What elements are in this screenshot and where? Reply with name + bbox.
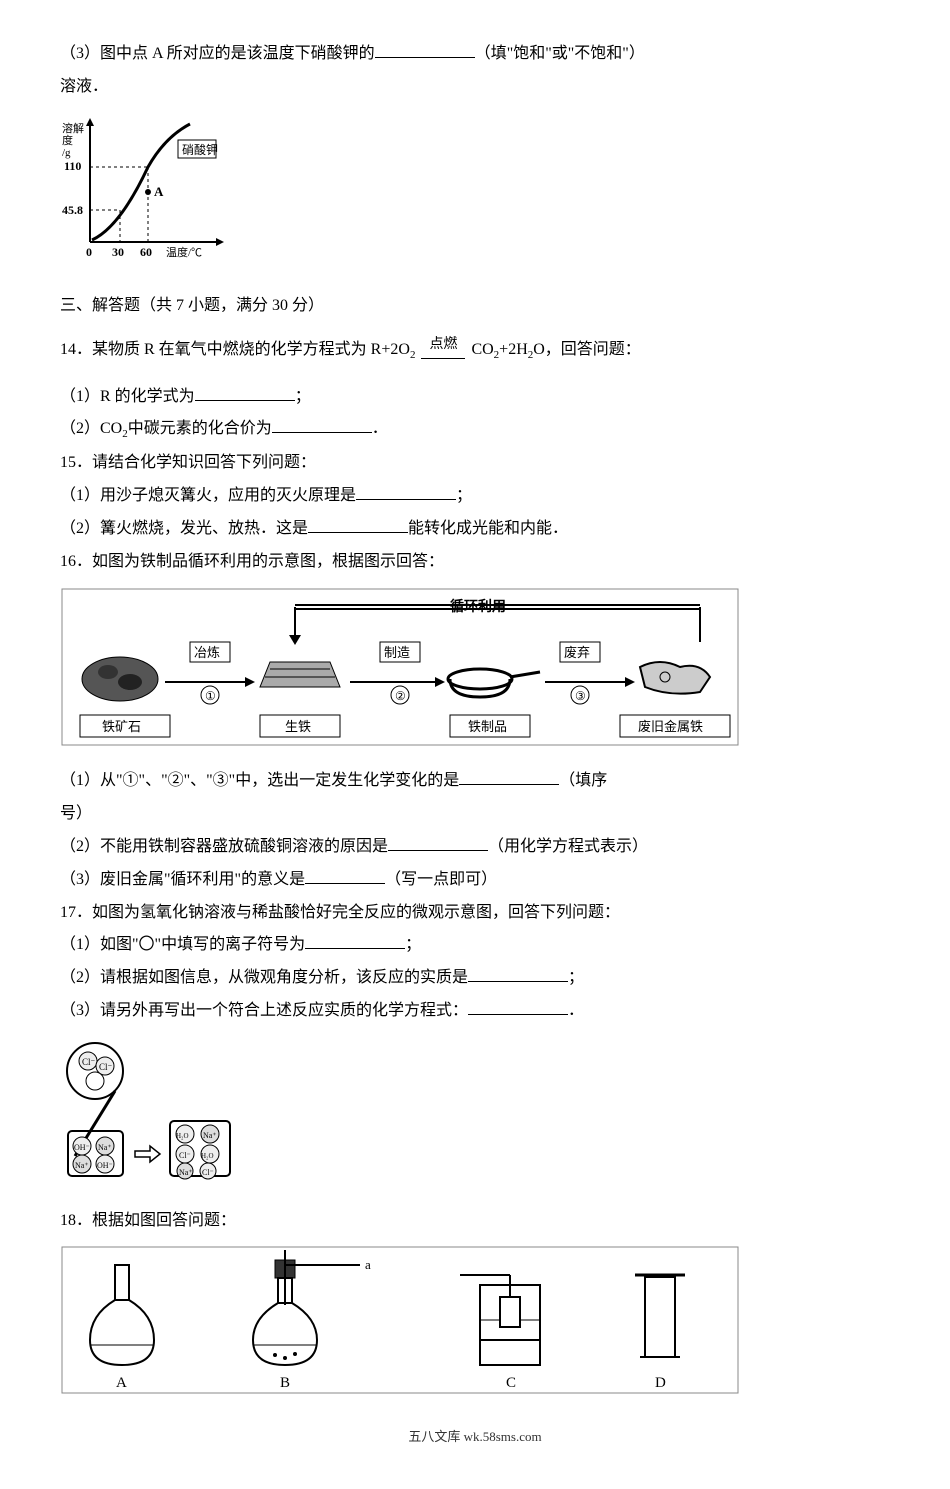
graph-svg: 溶解 度 /g 110 45.8 0 30 60 温度/℃ 硝酸钾 A — [60, 112, 240, 272]
y-axis-label: 溶解 — [62, 121, 84, 135]
q16-blank2[interactable] — [388, 833, 488, 851]
q16-sub1: （1）从"①"、"②"、"③"中，选出一定发生化学变化的是（填序 — [60, 767, 890, 796]
ignite-label: 点燃 — [421, 332, 465, 358]
svg-text:OH⁻: OH⁻ — [74, 1143, 90, 1152]
q16-blank1[interactable] — [459, 767, 559, 785]
box4-label: 废旧金属铁 — [638, 719, 703, 734]
label-b: B — [280, 1375, 290, 1391]
svg-text:Cl⁻: Cl⁻ — [99, 1062, 113, 1072]
q3-text3: 溶液． — [60, 78, 108, 95]
q15-sub2: （2）篝火燃烧，发光、放热．这是能转化成光能和内能． — [60, 515, 890, 544]
q17-blank1[interactable] — [305, 931, 405, 949]
pig-iron-image — [260, 662, 340, 687]
scrap-iron-image — [640, 662, 710, 694]
x-tick-60: 60 — [140, 245, 152, 259]
q17-blank2[interactable] — [468, 964, 568, 982]
apparatus-d — [635, 1275, 685, 1357]
q15-sub1: （1）用沙子熄灭篝火，应用的灭火原理是； — [60, 482, 890, 511]
x-tick-0: 0 — [86, 245, 92, 259]
apparatus-b: a — [253, 1250, 371, 1365]
q14-blank1[interactable] — [195, 383, 295, 401]
q18-title: 18．根据如图回答问题： — [60, 1207, 890, 1236]
recycle-label: 循环利用 — [450, 598, 506, 615]
flowchart-svg: 循环利用 冶炼 制造 废弃 ① — [60, 587, 740, 747]
svg-text:H₂O: H₂O — [176, 1132, 189, 1140]
q3-line1: （3）图中点 A 所对应的是该温度下硝酸钾的 （填"饱和"或"不饱和"） — [60, 40, 890, 69]
label-c: C — [506, 1375, 516, 1391]
page-footer: 五八文库 wk.58sms.com — [60, 1425, 890, 1448]
ironware-image — [448, 669, 540, 697]
y-tick-458: 45.8 — [62, 203, 83, 217]
num2: ② — [395, 689, 406, 703]
reaction-molecule-diagram: Cl⁻ Cl⁻ OH⁻ Na⁺ Na⁺ OH⁻ H₂O Na⁺ Cl⁻ H₂O … — [60, 1036, 890, 1197]
q15-blank1[interactable] — [356, 482, 456, 500]
apparatus-svg: A a B C D — [60, 1245, 740, 1395]
tube-a-label: a — [365, 1257, 371, 1272]
q14-blank2[interactable] — [272, 415, 372, 433]
box2-label: 生铁 — [285, 719, 311, 734]
point-a-label: A — [154, 184, 164, 199]
num3: ③ — [575, 689, 586, 703]
q14-line: 14．某物质 R 在氧气中燃烧的化学方程式为 R+2O2 点燃 CO2+2H2O… — [60, 332, 890, 368]
svg-text:Cl⁻: Cl⁻ — [179, 1151, 191, 1160]
step2-label: 制造 — [384, 645, 410, 660]
box1-label: 铁矿石 — [102, 719, 141, 734]
curve-label: 硝酸钾 — [182, 142, 218, 157]
q15-title: 15．请结合化学知识回答下列问题： — [60, 449, 890, 478]
q17-sub1: （1）如图"〇"中填写的离子符号为； — [60, 931, 890, 960]
q16-sub1-cont: 号） — [60, 800, 890, 829]
q15-blank2[interactable] — [308, 515, 408, 533]
q17-blank3[interactable] — [468, 997, 568, 1015]
q3-blank[interactable] — [375, 40, 475, 58]
svg-text:H₂O: H₂O — [201, 1152, 214, 1160]
molecule-svg: Cl⁻ Cl⁻ OH⁻ Na⁺ Na⁺ OH⁻ H₂O Na⁺ Cl⁻ H₂O … — [60, 1036, 280, 1186]
svg-text:Cl⁻: Cl⁻ — [202, 1168, 214, 1177]
svg-text:度: 度 — [62, 133, 73, 147]
q16-title: 16．如图为铁制品循环利用的示意图，根据图示回答： — [60, 548, 890, 577]
q16-sub2: （2）不能用铁制容器盛放硫酸铜溶液的原因是（用化学方程式表示） — [60, 833, 890, 862]
solubility-graph: 溶解 度 /g 110 45.8 0 30 60 温度/℃ 硝酸钾 A — [60, 112, 890, 272]
step3-label: 废弃 — [564, 645, 590, 660]
q14-sub2: （2）CO2中碳元素的化合价为． — [60, 415, 890, 445]
q17-sub3: （3）请另外再写出一个符合上述反应实质的化学方程式：． — [60, 997, 890, 1026]
svg-text:OH⁻: OH⁻ — [97, 1161, 113, 1170]
svg-text:Na⁺: Na⁺ — [98, 1143, 112, 1152]
num1: ① — [205, 689, 216, 703]
apparatus-c — [460, 1275, 540, 1365]
svg-text:Na⁺: Na⁺ — [75, 1161, 89, 1170]
iron-recycle-flowchart: 循环利用 冶炼 制造 废弃 ① — [60, 587, 890, 758]
y-tick-110: 110 — [64, 159, 81, 173]
q16-sub3: （3）废旧金属"循环利用"的意义是（写一点即可） — [60, 866, 890, 895]
q3-line2: 溶液． — [60, 73, 890, 102]
q14-prefix: 14．某物质 R 在氧气中燃烧的化学方程式为 R+2O — [60, 341, 410, 358]
svg-text:Na⁺: Na⁺ — [179, 1168, 193, 1177]
q14-sub1: （1）R 的化学式为； — [60, 383, 890, 412]
ore-image — [82, 657, 158, 701]
q3-text2: （填"饱和"或"不饱和"） — [475, 45, 645, 62]
svg-text:/g: /g — [62, 147, 71, 159]
step1-label: 冶炼 — [194, 645, 220, 660]
box3-label: 铁制品 — [468, 719, 507, 734]
section3-title: 三、解答题（共 7 小题，满分 30 分） — [60, 292, 890, 321]
apparatus-diagram: A a B C D — [60, 1245, 740, 1395]
x-tick-30: 30 — [112, 245, 124, 259]
x-axis-label: 温度/℃ — [166, 245, 202, 259]
label-a: A — [116, 1375, 127, 1391]
q17-title: 17．如图为氢氧化钠溶液与稀盐酸恰好完全反应的微观示意图，回答下列问题： — [60, 899, 890, 928]
apparatus-a — [90, 1265, 154, 1365]
label-d: D — [655, 1375, 666, 1391]
svg-text:Cl⁻: Cl⁻ — [82, 1057, 96, 1067]
svg-text:Na⁺: Na⁺ — [203, 1131, 217, 1140]
q16-blank3[interactable] — [305, 866, 385, 884]
q3-text1: （3）图中点 A 所对应的是该温度下硝酸钾的 — [60, 45, 375, 62]
q17-sub2: （2）请根据如图信息，从微观角度分析，该反应的实质是； — [60, 964, 890, 993]
